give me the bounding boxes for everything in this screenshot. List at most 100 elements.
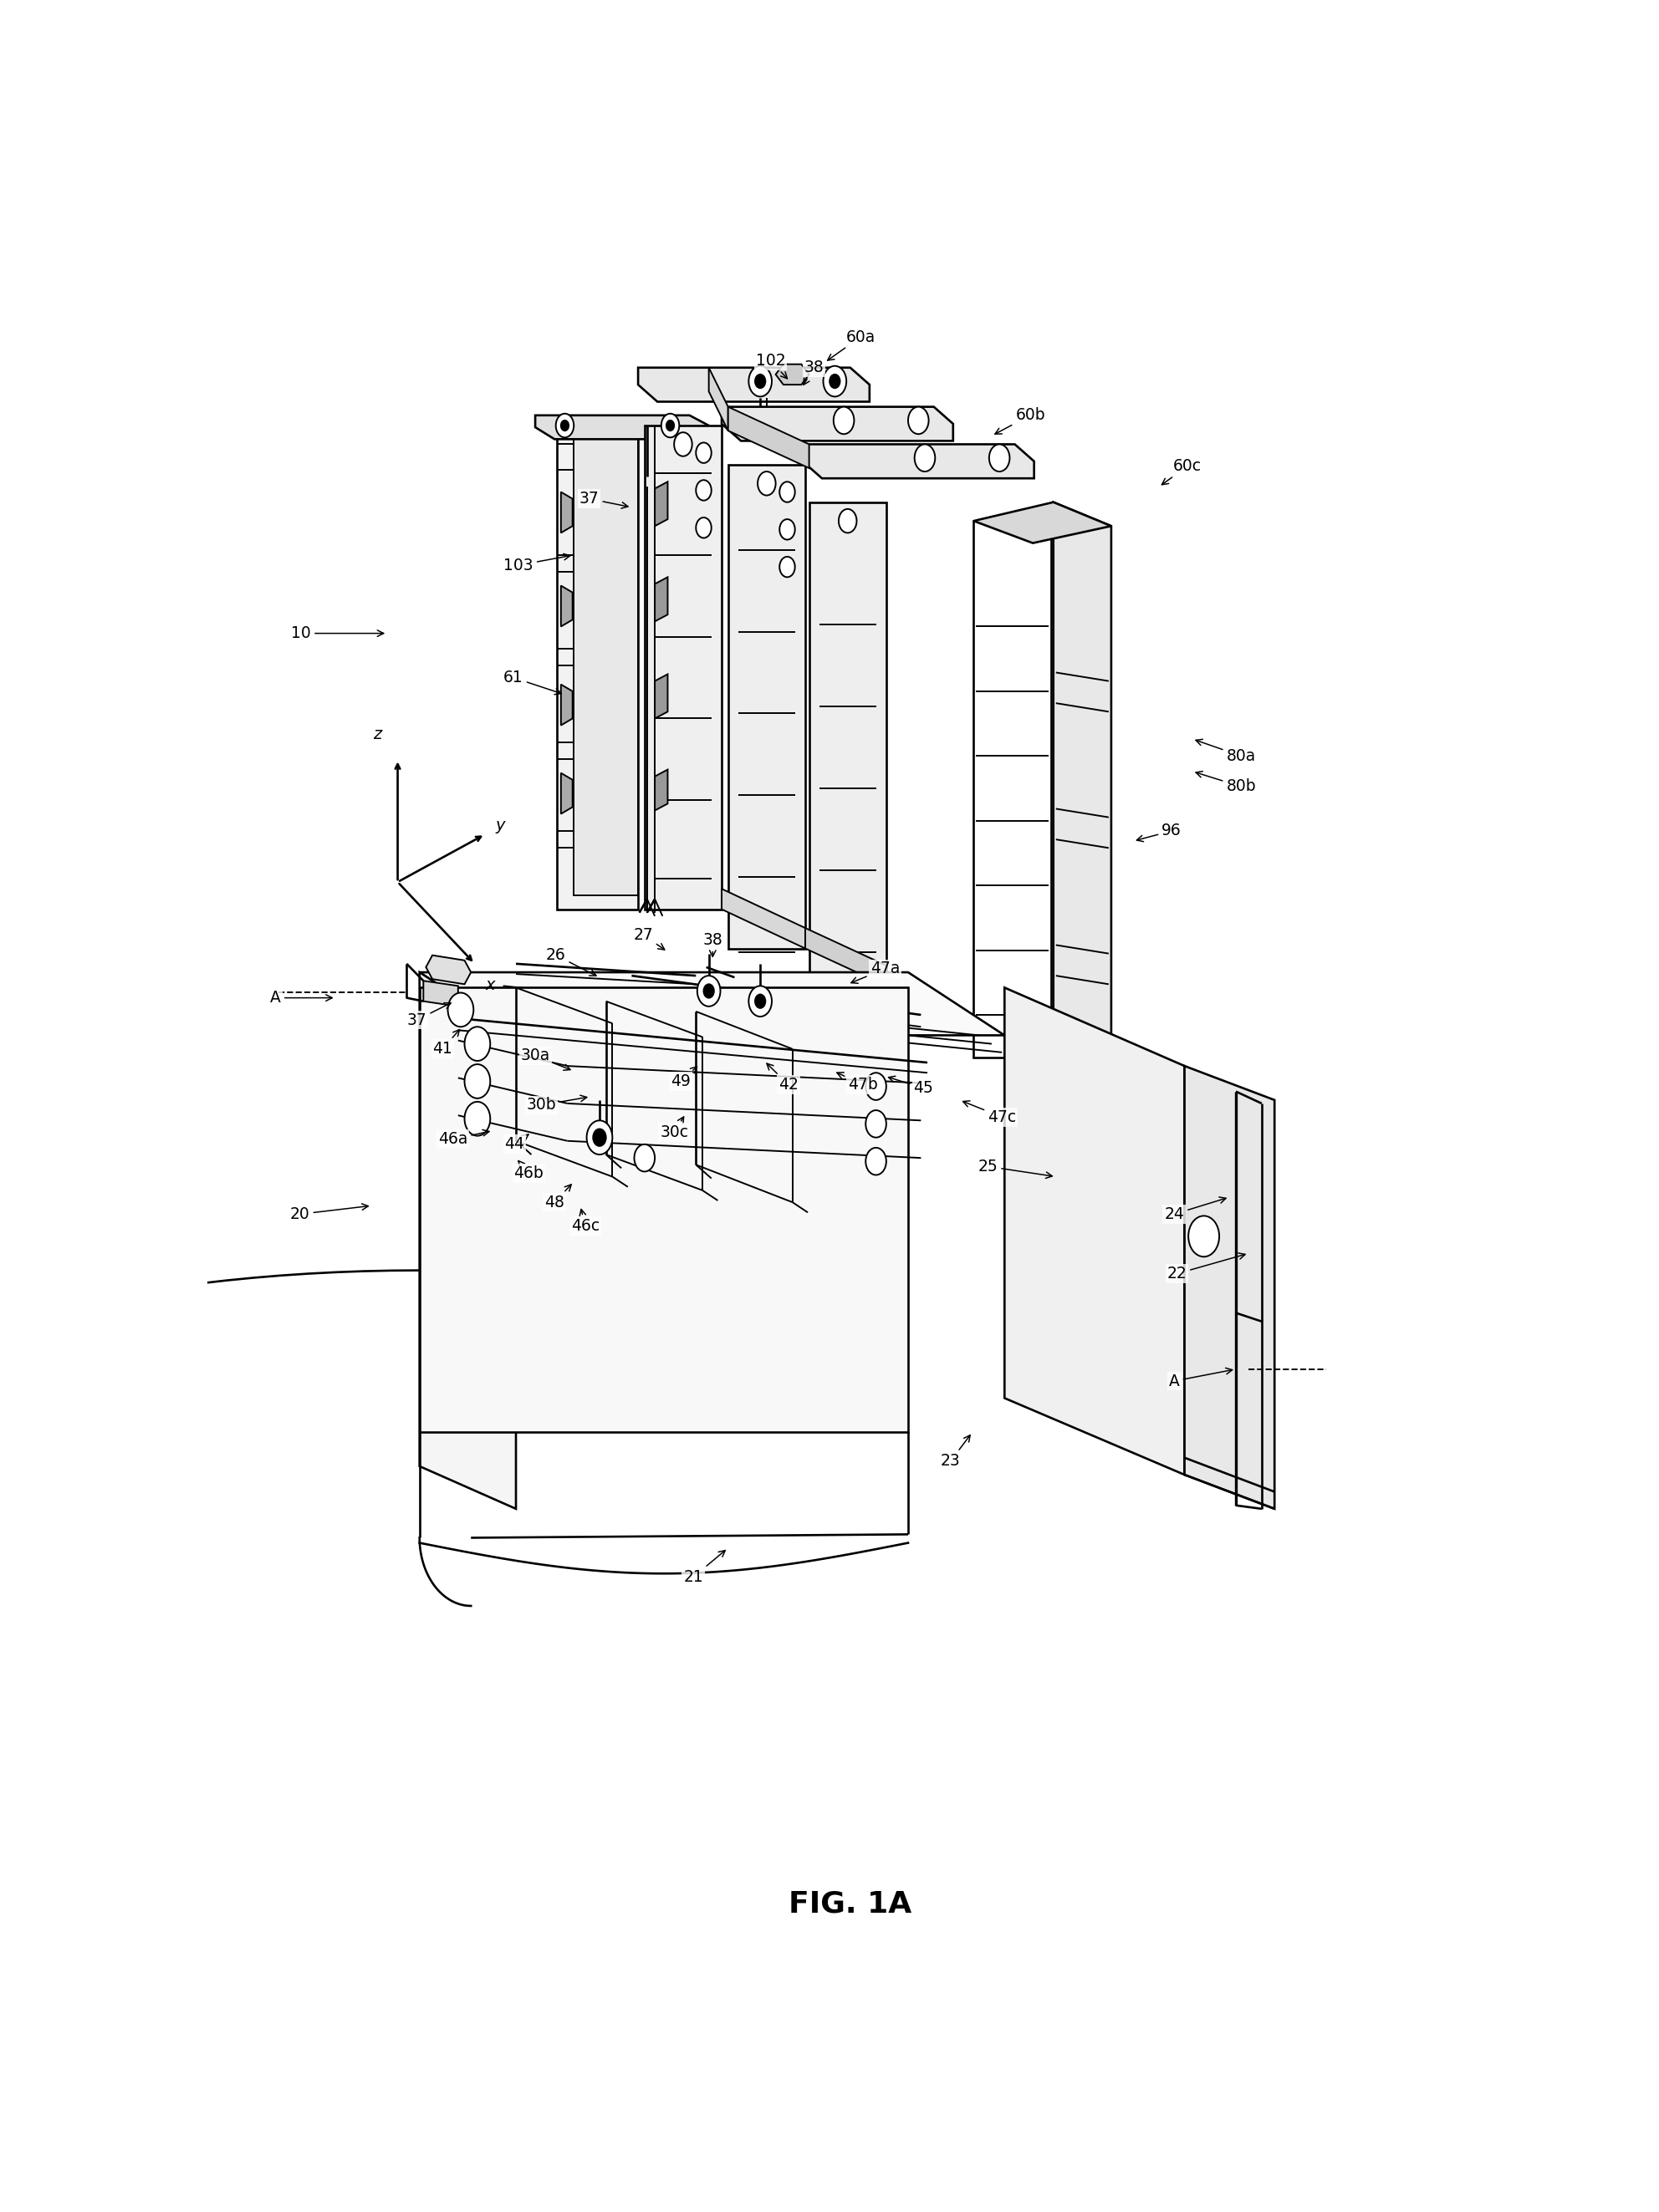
- Text: 22: 22: [1166, 1252, 1246, 1281]
- Polygon shape: [536, 416, 708, 440]
- Polygon shape: [810, 502, 886, 987]
- Text: 41: 41: [433, 1029, 460, 1057]
- Polygon shape: [722, 407, 954, 440]
- Text: 30c: 30c: [660, 1117, 688, 1141]
- Text: 30a: 30a: [521, 1048, 571, 1071]
- Circle shape: [674, 431, 692, 456]
- Circle shape: [866, 1148, 886, 1175]
- Polygon shape: [655, 770, 667, 810]
- Text: 37: 37: [406, 1002, 451, 1029]
- Text: 21: 21: [684, 1551, 725, 1584]
- Text: 48: 48: [544, 1183, 571, 1210]
- Polygon shape: [708, 367, 728, 431]
- Text: 38: 38: [803, 361, 825, 385]
- Text: 26: 26: [546, 947, 596, 975]
- Circle shape: [1188, 1217, 1219, 1256]
- Polygon shape: [561, 772, 572, 814]
- Polygon shape: [420, 973, 516, 1509]
- Circle shape: [839, 509, 856, 533]
- Text: 23: 23: [941, 1436, 971, 1469]
- Text: 44: 44: [504, 1135, 529, 1152]
- Circle shape: [755, 995, 765, 1009]
- Circle shape: [634, 1144, 655, 1172]
- Text: x: x: [484, 978, 494, 993]
- Circle shape: [697, 975, 720, 1006]
- Circle shape: [667, 420, 674, 431]
- Polygon shape: [655, 482, 667, 526]
- Polygon shape: [728, 465, 805, 949]
- Circle shape: [587, 1121, 612, 1155]
- Polygon shape: [557, 425, 639, 909]
- Text: 80b: 80b: [1196, 772, 1256, 794]
- Text: A: A: [270, 991, 332, 1006]
- Polygon shape: [639, 367, 869, 403]
- Polygon shape: [805, 929, 886, 987]
- Text: 47a: 47a: [851, 960, 899, 984]
- Polygon shape: [1053, 502, 1112, 1062]
- Polygon shape: [426, 956, 471, 984]
- Polygon shape: [420, 973, 1005, 1035]
- Text: 46c: 46c: [571, 1210, 599, 1234]
- Text: 24: 24: [1165, 1197, 1226, 1221]
- Circle shape: [780, 520, 795, 540]
- Polygon shape: [423, 980, 458, 1006]
- Polygon shape: [561, 586, 572, 626]
- Text: 20: 20: [290, 1203, 368, 1221]
- Text: A: A: [1170, 1367, 1233, 1389]
- Text: 47c: 47c: [962, 1102, 1017, 1126]
- Circle shape: [561, 420, 569, 431]
- Circle shape: [556, 414, 574, 438]
- Polygon shape: [655, 675, 667, 719]
- Polygon shape: [776, 365, 810, 385]
- Text: 46b: 46b: [514, 1161, 544, 1181]
- Circle shape: [465, 1026, 491, 1062]
- Circle shape: [866, 1110, 886, 1137]
- Text: z: z: [373, 726, 382, 743]
- Text: 27: 27: [634, 927, 665, 949]
- Text: 10: 10: [292, 626, 383, 641]
- Circle shape: [989, 445, 1010, 471]
- Text: 60b: 60b: [995, 407, 1045, 434]
- Circle shape: [780, 557, 795, 577]
- Circle shape: [907, 407, 929, 434]
- Circle shape: [758, 471, 776, 495]
- Text: 42: 42: [766, 1064, 798, 1093]
- Text: 25: 25: [977, 1159, 1052, 1179]
- Polygon shape: [974, 522, 1050, 1057]
- Text: 38: 38: [703, 931, 723, 956]
- Text: FIG. 1A: FIG. 1A: [788, 1889, 912, 1918]
- Circle shape: [748, 987, 771, 1018]
- Text: 49: 49: [670, 1066, 697, 1088]
- Circle shape: [755, 374, 765, 387]
- Circle shape: [594, 1128, 606, 1146]
- Circle shape: [465, 1102, 491, 1135]
- Text: 103: 103: [504, 553, 571, 573]
- Text: 60a: 60a: [828, 330, 876, 361]
- Polygon shape: [974, 502, 1112, 544]
- Circle shape: [703, 984, 713, 998]
- Text: 47b: 47b: [836, 1073, 878, 1093]
- Polygon shape: [728, 407, 810, 469]
- Polygon shape: [420, 987, 907, 1431]
- Text: 80a: 80a: [1196, 739, 1256, 763]
- Polygon shape: [655, 577, 667, 622]
- Circle shape: [780, 482, 795, 502]
- Text: 96: 96: [1136, 823, 1181, 841]
- Text: 46a: 46a: [438, 1130, 489, 1148]
- Text: 30b: 30b: [528, 1095, 587, 1113]
- Polygon shape: [574, 440, 639, 896]
- Circle shape: [866, 1073, 886, 1099]
- Polygon shape: [561, 491, 572, 533]
- Text: 61: 61: [503, 670, 561, 695]
- Polygon shape: [1185, 1066, 1274, 1509]
- Text: 60c: 60c: [1161, 458, 1201, 484]
- Circle shape: [697, 480, 712, 500]
- Text: 102: 102: [755, 354, 788, 378]
- Circle shape: [697, 442, 712, 462]
- Polygon shape: [645, 425, 722, 909]
- Polygon shape: [722, 889, 805, 949]
- Circle shape: [833, 407, 854, 434]
- Polygon shape: [1005, 987, 1185, 1475]
- Circle shape: [748, 365, 771, 396]
- Text: 45: 45: [889, 1077, 934, 1097]
